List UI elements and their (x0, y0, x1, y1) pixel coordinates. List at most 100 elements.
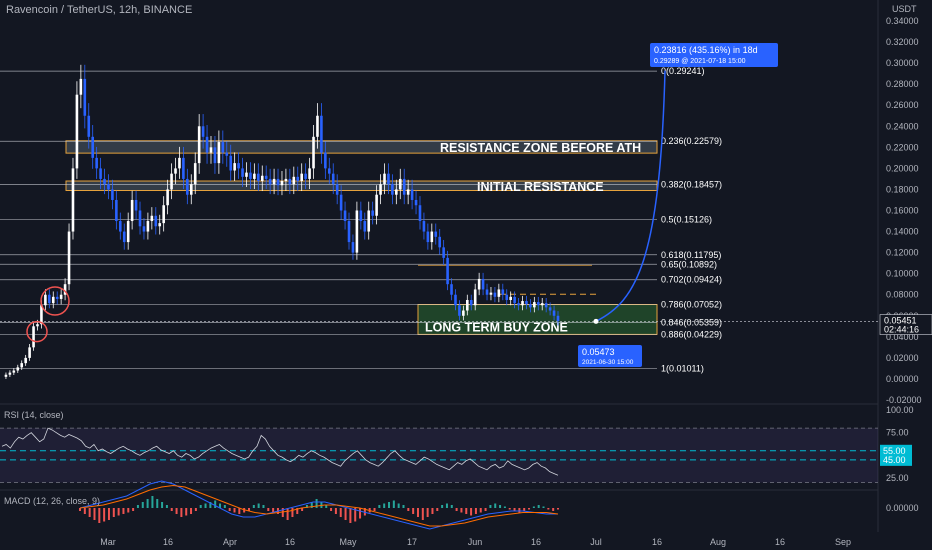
candle-body (481, 278, 485, 290)
candle-body (8, 372, 12, 375)
macd-hist-bar (494, 503, 497, 508)
macd-hist-bar (445, 503, 448, 508)
candle-body (118, 221, 122, 232)
macd-hist-bar (194, 508, 197, 511)
candle-body (406, 189, 410, 195)
fib-level-label: 0(0.29241) (661, 66, 705, 76)
candle-body (379, 184, 382, 195)
macd-hist-bar (79, 508, 81, 511)
macd-hist-bar (412, 508, 415, 514)
time-tick-label: Mar (100, 537, 116, 547)
candle-body (316, 115, 319, 137)
macd-hist-bar (460, 508, 463, 513)
candle-body (351, 242, 355, 253)
candle-body (217, 142, 221, 164)
candle-body (253, 173, 256, 179)
macd-hist-bar (228, 508, 231, 511)
macd-hist-bar (262, 505, 265, 508)
price-tick-label: 0.08000 (886, 290, 919, 300)
candle-body (320, 115, 323, 153)
macd-tick-label: 0.00000 (886, 503, 919, 513)
macd-hist-bar (151, 496, 154, 508)
macd-hist-bar (397, 503, 400, 508)
macd-hist-bar (136, 505, 139, 508)
candle-body (513, 296, 516, 304)
candle-body (63, 284, 67, 295)
candle-body (28, 347, 31, 358)
candle-body (59, 294, 63, 299)
candle-body (418, 205, 422, 222)
candle-body (174, 168, 177, 174)
macd-hist-bar (180, 508, 183, 517)
candle-body (331, 173, 335, 185)
macd-hist-bar (199, 505, 202, 508)
current-price-tag (879, 314, 932, 335)
zone-label: RESISTANCE ZONE BEFORE ATH (440, 141, 641, 155)
macd-hist-bar (518, 508, 521, 513)
candle-body (434, 231, 438, 237)
candle-body (458, 305, 461, 316)
macd-hist-bar (349, 508, 352, 523)
macd-hist-bar (247, 508, 250, 511)
macd-hist-bar (103, 508, 106, 522)
macd-hist-bar (557, 508, 559, 510)
macd-hist-bar (112, 508, 115, 517)
macd-hist-bar (286, 508, 289, 520)
candle-body (130, 199, 134, 222)
macd-hist-bar (455, 508, 458, 511)
macd-hist-bar (165, 505, 168, 508)
macd-hist-bar (156, 499, 159, 508)
fib-level-label: 0.702(0.09424) (661, 275, 722, 285)
macd-hist-bar (416, 508, 419, 517)
candle-body (312, 136, 315, 169)
fib-level-label: 0.65(0.10892) (661, 259, 717, 269)
projection-start-box (578, 345, 642, 367)
candle-body (509, 296, 512, 300)
candle-body (79, 78, 83, 95)
candle-body (454, 294, 457, 306)
candle-body (339, 194, 343, 211)
macd-hist-bar (291, 508, 294, 517)
rsi-level-tag (880, 444, 912, 457)
fib-level-label: 0.382(0.18457) (661, 180, 722, 190)
candle-body (24, 357, 27, 364)
highlight-circle (26, 320, 48, 343)
macd-hist-bar (426, 508, 429, 517)
candle-body (91, 136, 94, 158)
macd-hist-bar (117, 508, 120, 516)
candle-body (103, 178, 106, 185)
price-tick-label: -0.02000 (886, 395, 922, 405)
macd-hist-bar (528, 508, 531, 510)
candle-body (71, 168, 75, 232)
macd-hist-bar (532, 506, 535, 508)
macd-title: MACD (12, 26, close, 9) (4, 496, 101, 506)
candle-body (395, 189, 398, 195)
time-tick-label: 16 (652, 537, 662, 547)
candle-body (363, 221, 367, 232)
macd-hist-bar (431, 508, 434, 514)
macd-hist-bar (470, 508, 473, 516)
candle-body (489, 292, 493, 295)
candle-body (20, 363, 24, 368)
macd-hist-bar (378, 505, 381, 508)
candle-body (201, 126, 205, 137)
candle-body (36, 324, 39, 327)
highlight-circle (40, 286, 70, 316)
candle-body (387, 173, 390, 185)
candle-body (288, 178, 292, 185)
price-tick-label: 0.24000 (886, 121, 919, 131)
macd-hist-bar (421, 508, 424, 520)
candle-body (115, 199, 118, 222)
candle-body (193, 163, 197, 185)
rsi-tick-label: 75.00 (886, 428, 909, 438)
time-tick-label: Sep (835, 537, 851, 547)
fib-level-label: 0.846(0.05359) (661, 318, 722, 328)
candle-body (268, 178, 272, 185)
candle-body (205, 136, 209, 153)
candle-body (83, 78, 87, 116)
price-tick-label: 0.32000 (886, 37, 919, 47)
rsi-band (0, 428, 878, 483)
candle-body (237, 163, 240, 169)
time-tick-label: 17 (407, 537, 417, 547)
